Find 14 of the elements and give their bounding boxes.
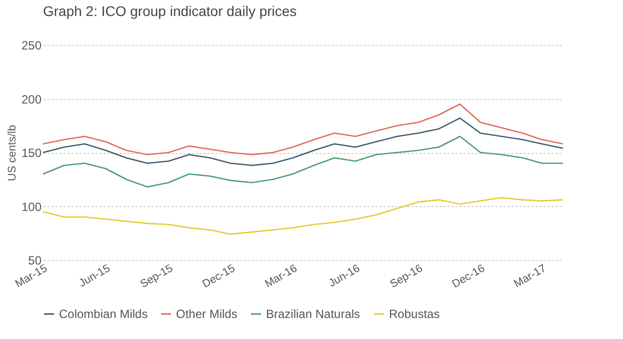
- legend-label: Brazilian Naturals: [266, 307, 360, 321]
- line-series: [42, 117, 564, 166]
- y-tick-label: 250: [21, 38, 42, 52]
- legend-label: Robustas: [389, 307, 440, 321]
- line-series: [42, 103, 564, 156]
- legend-label: Other Milds: [176, 307, 238, 321]
- y-axis-title: US cents/lb: [6, 124, 18, 182]
- y-tick-label: 150: [21, 146, 42, 160]
- chart-title: Graph 2: ICO group indicator daily prices: [43, 3, 297, 19]
- legend-label: Colombian Milds: [59, 307, 148, 321]
- y-tick-label: 100: [21, 200, 42, 214]
- y-tick-label: 200: [21, 92, 42, 106]
- line-series: [42, 136, 564, 188]
- line-series: [42, 197, 564, 235]
